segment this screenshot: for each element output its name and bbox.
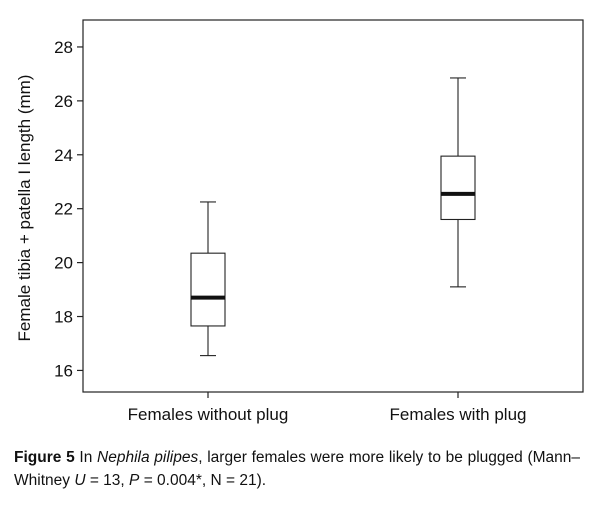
y-tick-label: 22 — [54, 200, 73, 219]
species-name: Nephila pilipes — [97, 449, 199, 466]
y-tick-label: 16 — [54, 361, 73, 380]
p-symbol: P — [129, 472, 140, 489]
box-2 — [440, 77, 476, 288]
box-series — [190, 77, 476, 357]
box-1 — [190, 201, 226, 357]
plot-axes — [82, 19, 584, 393]
figure-caption: Figure 5 In Nephila pilipes, larger fema… — [14, 446, 580, 492]
y-tick-label: 28 — [54, 38, 73, 57]
y-tick-label: 26 — [54, 92, 73, 111]
iqr-box — [440, 155, 476, 221]
y-axis-ticks: 16 18 20 22 24 26 28 — [54, 38, 83, 380]
u-symbol: U — [74, 472, 86, 489]
y-tick-label: 20 — [54, 254, 73, 273]
x-axis-categories: Females without plug Females with plug — [128, 392, 527, 424]
caption-text-2: , larger females were more likely to be … — [14, 449, 580, 489]
figure-label: Figure 5 — [14, 449, 75, 466]
iqr-box — [190, 252, 226, 327]
x-category-label: Females with plug — [389, 405, 526, 424]
x-category-label: Females without plug — [128, 405, 289, 424]
caption-text-3: = 13, — [85, 472, 130, 489]
caption-text-4: = 0.004*, N = 21). — [139, 472, 267, 489]
y-tick-label: 18 — [54, 308, 73, 327]
plot-frame — [82, 19, 584, 393]
caption-text-1: In — [74, 449, 98, 466]
y-axis-label: Female tibia + patella I length (mm) — [15, 75, 34, 342]
y-tick-label: 24 — [54, 146, 73, 165]
